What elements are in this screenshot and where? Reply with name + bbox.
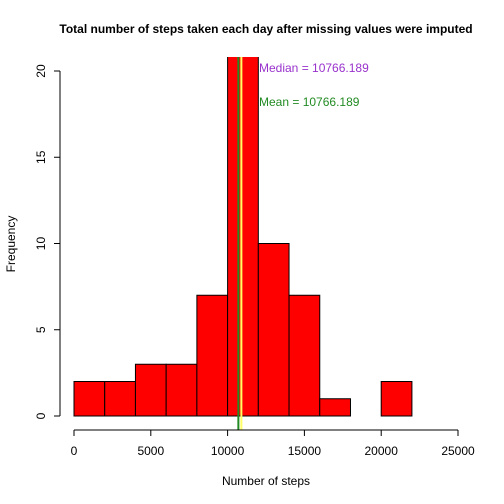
bar	[319, 398, 351, 417]
bar	[134, 363, 167, 417]
plot-area	[73, 57, 413, 430]
y-axis-label: Frequency	[4, 216, 18, 273]
x-tick-label: 25000	[441, 444, 475, 458]
x-axis-label: Number of steps	[222, 474, 310, 488]
reference-label: Median = 10766.189	[259, 61, 369, 75]
y-tick-label: 10	[34, 237, 48, 251]
y-tick-label: 20	[34, 64, 48, 78]
bar	[165, 363, 198, 417]
y-tick-label: 0	[34, 412, 48, 419]
chart-title: Total number of steps taken each day aft…	[59, 22, 472, 36]
x-tick-label: 5000	[137, 444, 164, 458]
bar	[104, 381, 136, 417]
bar	[227, 57, 259, 417]
x-tick-label: 10000	[211, 444, 245, 458]
y-tick-label: 5	[34, 326, 48, 333]
bar	[196, 294, 229, 417]
x-tick-label: 20000	[365, 444, 399, 458]
reference-label: Mean = 10766.189	[259, 95, 360, 109]
bar	[380, 381, 413, 417]
x-tick-label: 0	[71, 444, 78, 458]
bar	[73, 381, 106, 417]
bar	[257, 243, 290, 417]
x-tick-label: 15000	[288, 444, 322, 458]
bar	[288, 294, 321, 417]
y-tick-label: 15	[34, 150, 48, 164]
